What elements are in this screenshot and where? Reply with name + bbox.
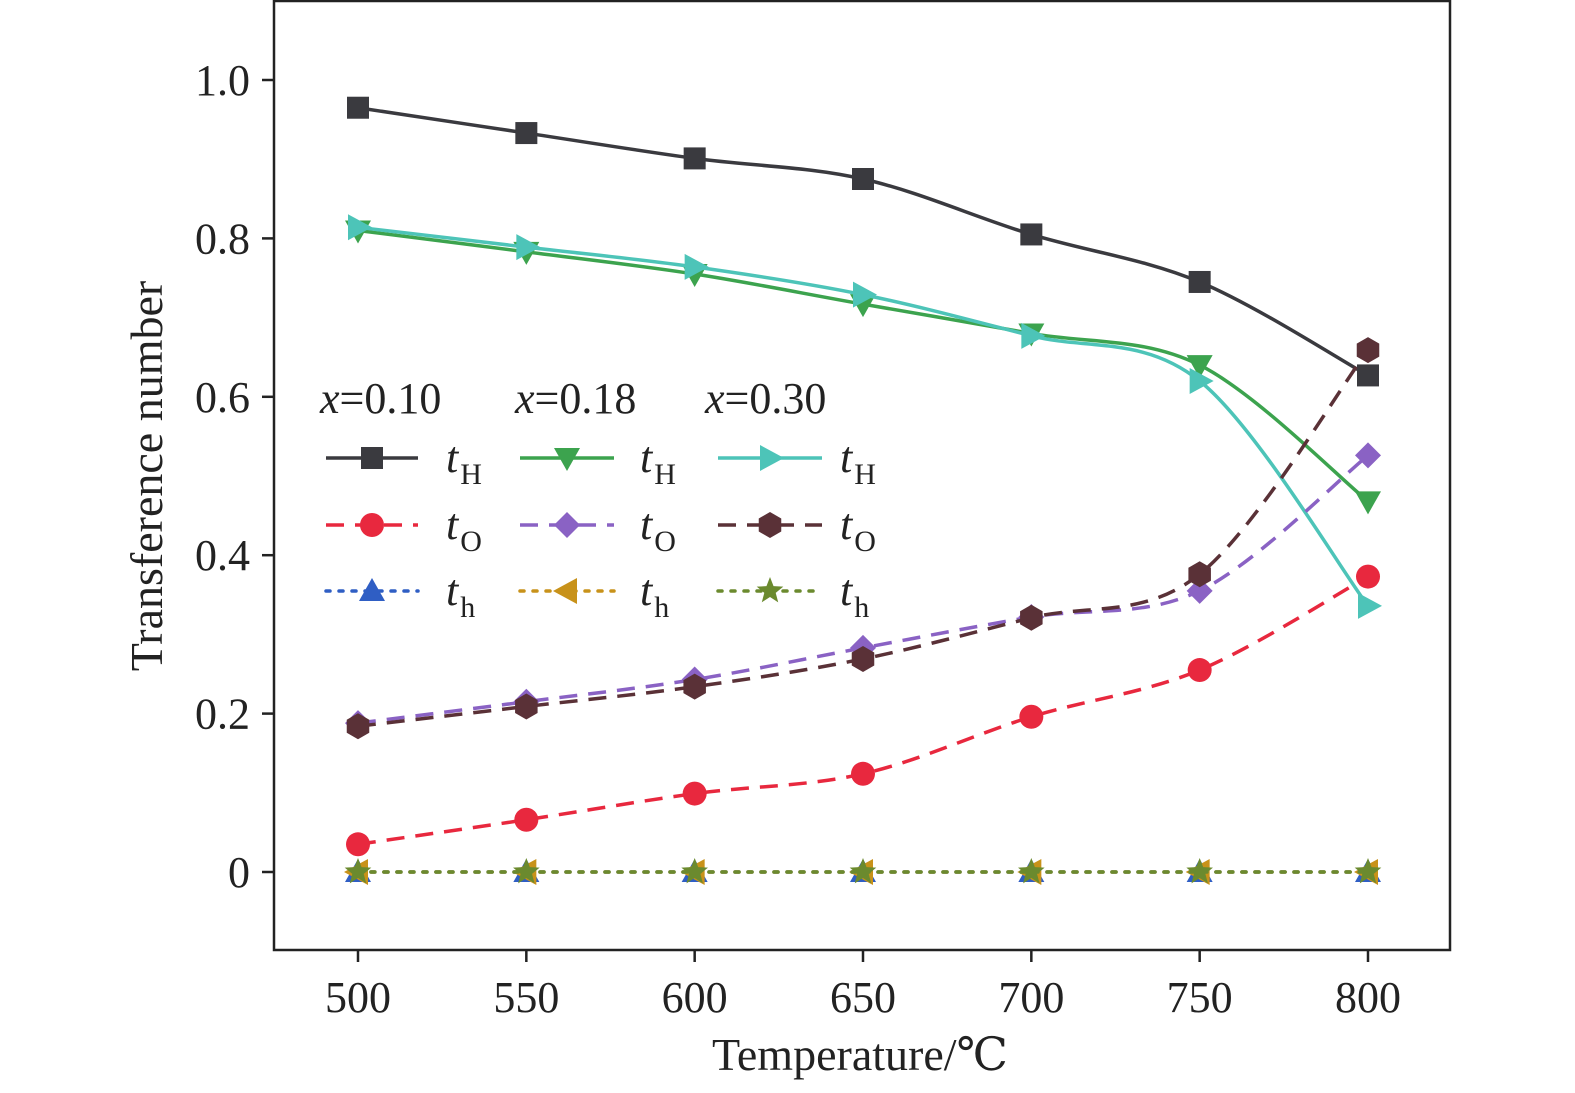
data-point xyxy=(1357,364,1379,387)
data-point xyxy=(348,214,372,241)
data-point xyxy=(1186,355,1213,379)
y-tick-label: 0.2 xyxy=(195,690,250,739)
legend-marker xyxy=(361,447,383,469)
y-tick-label: 0.8 xyxy=(195,214,250,263)
data-point xyxy=(1186,858,1213,884)
legend-entry: tH xyxy=(520,433,676,491)
legend-marker xyxy=(359,578,385,601)
data-point xyxy=(346,713,370,740)
series-line xyxy=(357,349,1370,729)
legend-entry: th xyxy=(518,566,669,624)
legend-label: tH xyxy=(446,433,482,491)
data-point xyxy=(1018,858,1045,884)
legend-entry: tH xyxy=(718,433,876,491)
x-tick-label: 800 xyxy=(1335,973,1401,1022)
legend-marker xyxy=(360,513,384,537)
y-axis-title: Transference number xyxy=(121,281,172,671)
data-point xyxy=(1187,658,1212,683)
legend-label: tO xyxy=(446,500,482,558)
data-point xyxy=(683,147,706,170)
legend-marker xyxy=(554,512,580,538)
x-tick-label: 700 xyxy=(998,973,1064,1022)
data-point xyxy=(515,693,538,720)
y-tick-label: 0 xyxy=(228,848,250,897)
data-point xyxy=(1354,858,1382,884)
series-tH-group-2 xyxy=(348,214,1382,619)
y-tick-label: 0.4 xyxy=(195,531,250,580)
x-tick-label: 600 xyxy=(662,973,728,1022)
y-tick-label: 0.6 xyxy=(195,373,250,422)
legend-marker xyxy=(758,512,782,538)
data-point xyxy=(346,832,370,857)
data-point xyxy=(516,234,541,261)
data-point xyxy=(347,96,369,119)
data-point xyxy=(344,858,372,884)
legend-marker xyxy=(756,577,784,603)
legend-marker xyxy=(760,445,784,471)
x-tick-label: 550 xyxy=(493,973,559,1022)
series-tH-group-0 xyxy=(347,96,1379,387)
data-point xyxy=(1356,337,1380,364)
legend-marker xyxy=(554,448,580,471)
data-point xyxy=(1188,561,1211,588)
legend-entry: tH xyxy=(326,433,482,491)
data-point xyxy=(1020,223,1043,246)
legend-label: tH xyxy=(640,433,676,491)
legend-label: th xyxy=(446,566,475,624)
data-point xyxy=(851,761,875,786)
data-point xyxy=(514,807,539,832)
y-tick-label: 1.0 xyxy=(195,56,250,105)
data-point xyxy=(515,122,538,145)
legend-label: tO xyxy=(840,500,876,558)
legend-entry: th xyxy=(324,566,475,624)
series-layer xyxy=(344,96,1382,885)
data-point xyxy=(1356,564,1380,589)
legend-label: th xyxy=(840,566,869,624)
legend-entry: tO xyxy=(326,500,482,558)
data-point xyxy=(1358,592,1382,619)
data-point xyxy=(851,645,875,672)
x-axis-title: Temperature/℃ xyxy=(712,1029,1008,1080)
legend-group-label: x=0.30 xyxy=(704,374,826,423)
series-line xyxy=(357,454,1370,725)
x-tick-label: 650 xyxy=(830,973,896,1022)
legend: x=0.10 x=0.18 x=0.30 tH tH tH tO tO tO th th th xyxy=(319,374,876,624)
x-tick-label: 750 xyxy=(1167,973,1233,1022)
legend-group-label: x=0.10 xyxy=(319,374,441,423)
legend-group-label: x=0.18 xyxy=(514,374,636,423)
data-point xyxy=(1021,322,1046,349)
legend-label: th xyxy=(640,566,669,624)
data-point xyxy=(853,281,877,308)
legend-marker xyxy=(553,578,577,604)
data-point xyxy=(1355,491,1381,515)
data-point xyxy=(1186,577,1213,604)
data-point xyxy=(849,858,877,884)
data-point xyxy=(852,168,874,190)
series-tO-group-0 xyxy=(346,564,1380,857)
legend-label: tO xyxy=(640,500,676,558)
series-line xyxy=(357,105,1369,377)
series-tO-group-2 xyxy=(346,337,1380,740)
data-point xyxy=(1355,442,1381,469)
data-point xyxy=(513,858,540,884)
legend-label: tH xyxy=(840,433,876,491)
legend-entry: tO xyxy=(520,500,676,558)
legend-entry: th xyxy=(716,566,869,624)
data-point xyxy=(681,858,708,884)
data-point xyxy=(1188,270,1211,293)
legend-entry: tO xyxy=(718,500,876,558)
data-point xyxy=(684,253,709,280)
data-point xyxy=(683,673,706,700)
data-point xyxy=(1020,604,1043,631)
data-point xyxy=(1189,367,1214,394)
data-point xyxy=(682,781,707,806)
axes: 500 550 600 650 700 750 800 0 0.2 0.4 0.6 0.8 1.0 xyxy=(195,0,1452,1022)
series-th-group-2 xyxy=(344,858,1382,884)
x-tick-label: 500 xyxy=(325,973,391,1022)
data-point xyxy=(1019,704,1044,729)
